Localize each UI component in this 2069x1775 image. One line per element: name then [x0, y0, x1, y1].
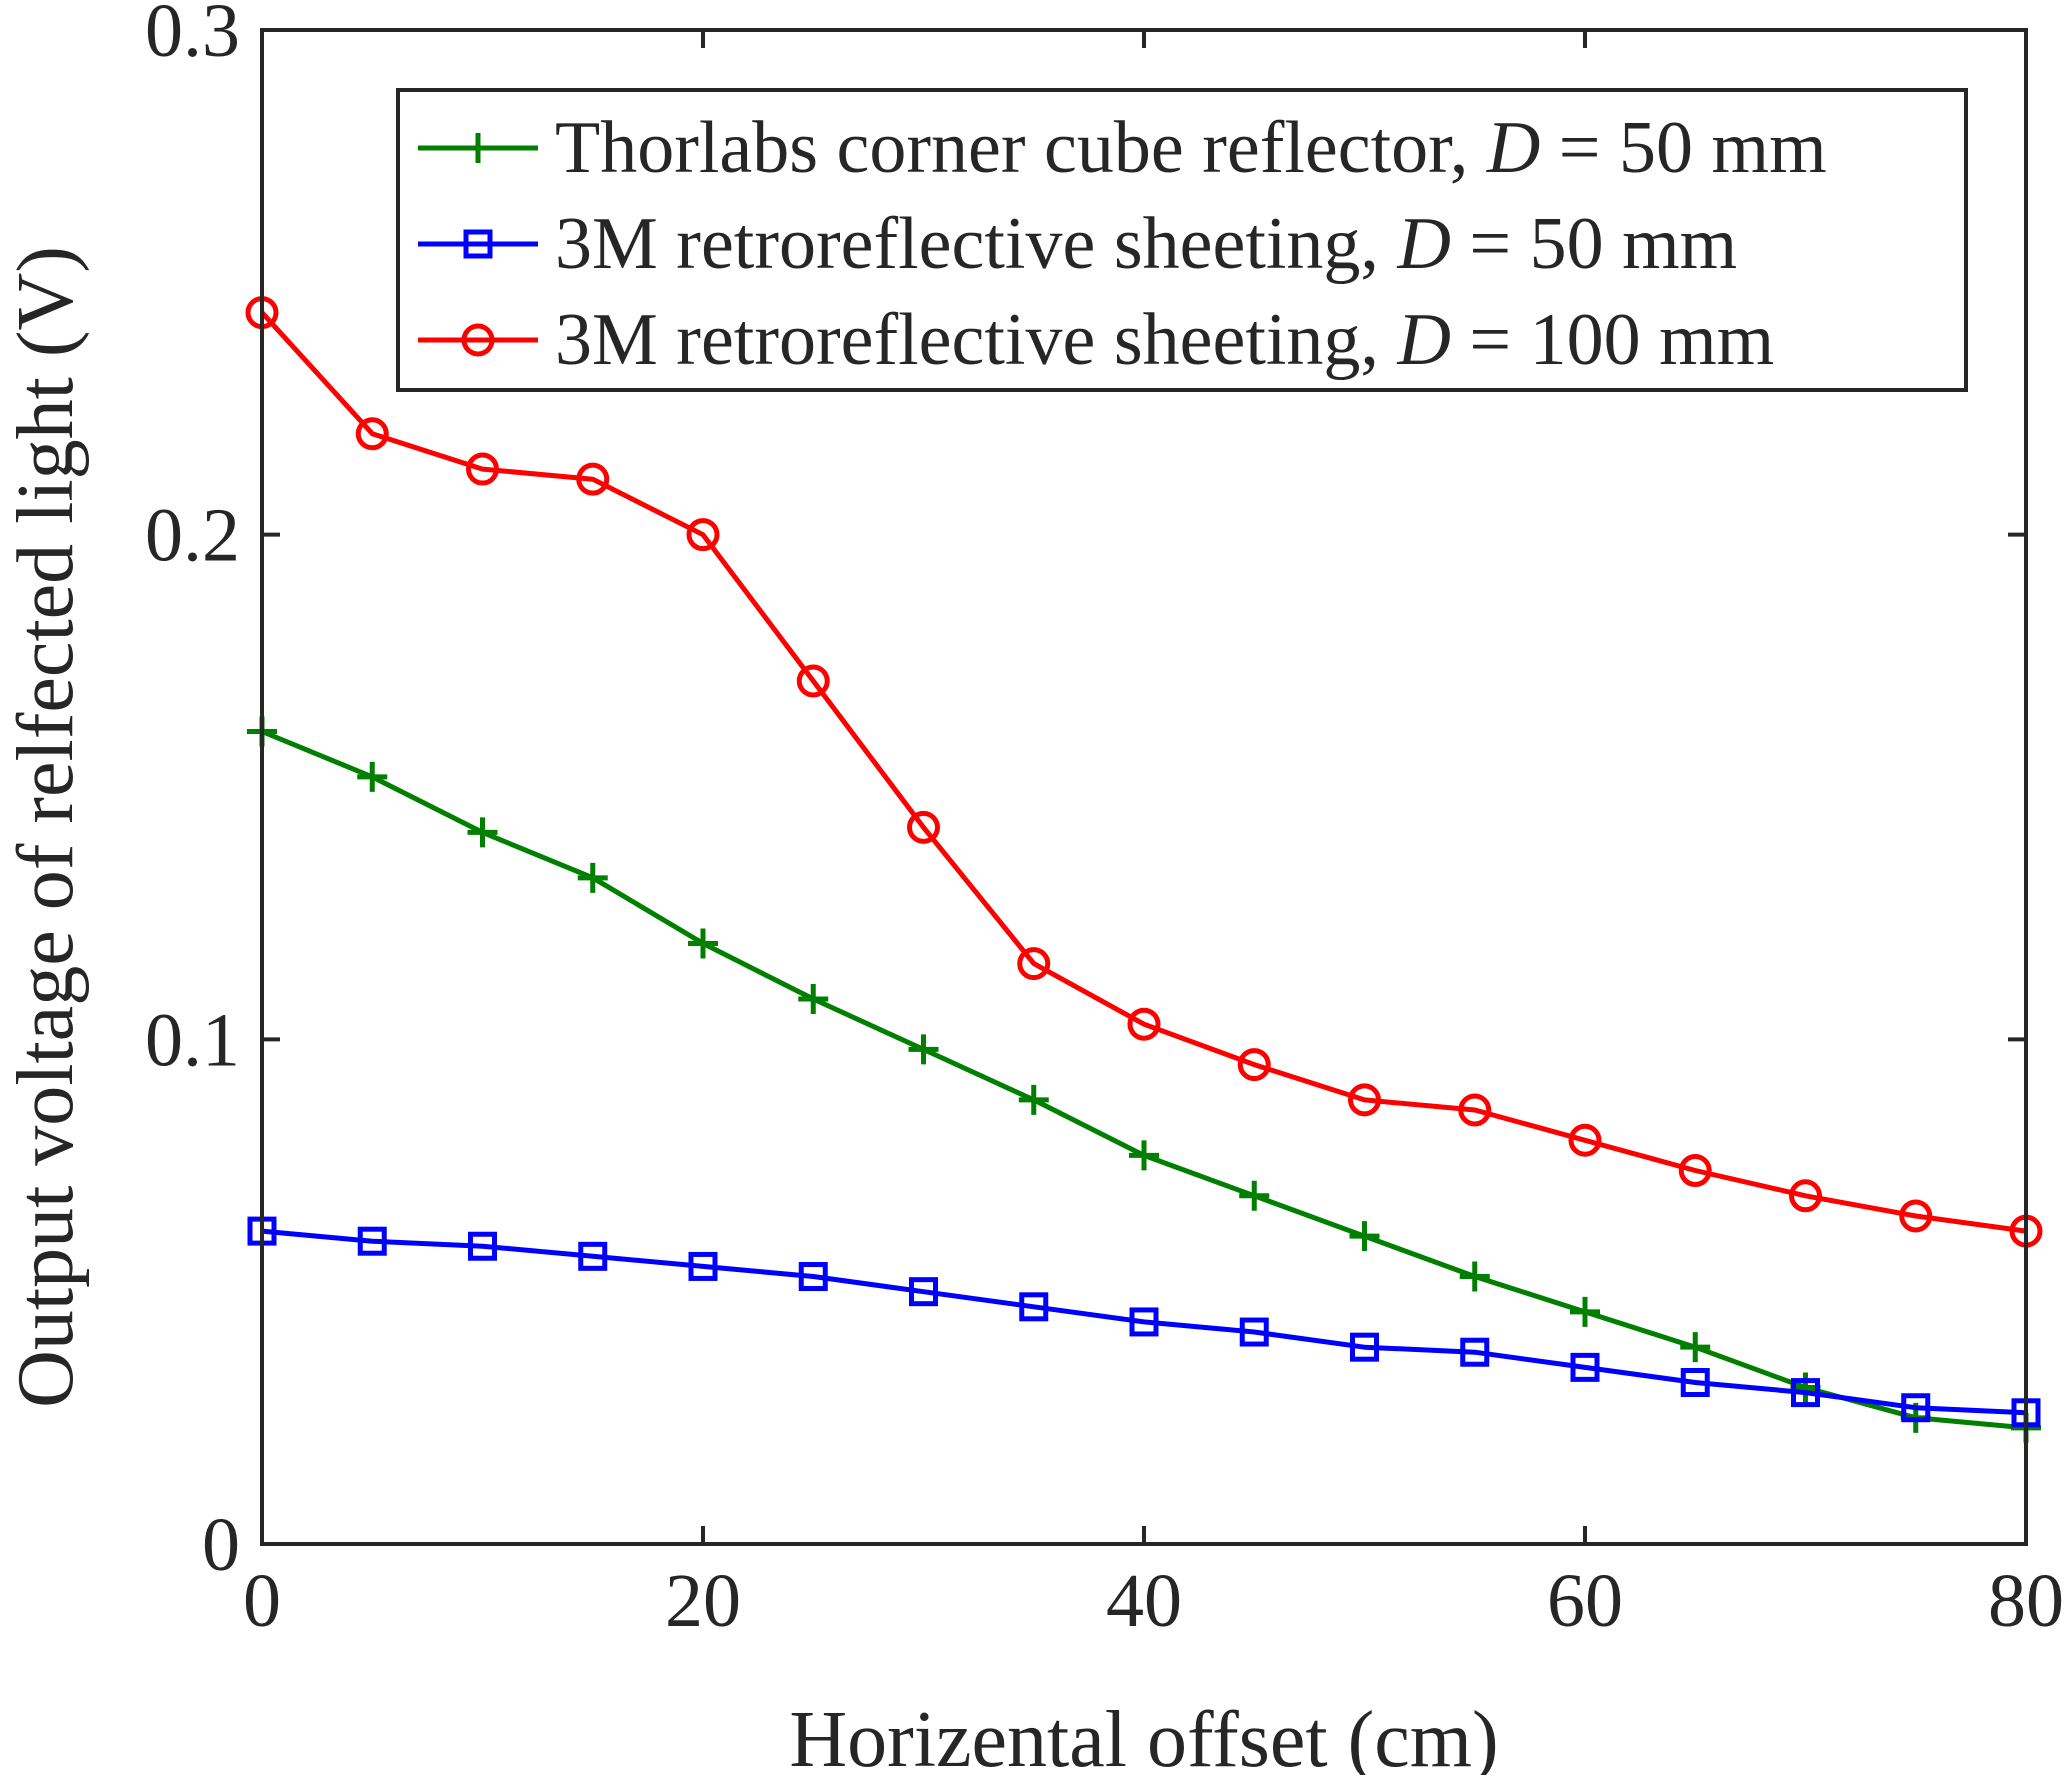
data-point — [798, 983, 829, 1014]
data-point — [1680, 1368, 1710, 1398]
y-tick-label: 0.2 — [145, 494, 240, 578]
data-point — [1239, 1180, 1270, 1211]
data-point — [1239, 1317, 1269, 1347]
data-point — [688, 928, 718, 959]
data-point — [1570, 1296, 1600, 1327]
legend-marker — [463, 133, 493, 163]
data-point — [357, 1226, 387, 1256]
data-point — [796, 664, 830, 698]
data-point — [466, 452, 499, 486]
legend-marker — [463, 229, 493, 259]
legend-label-variable: D — [1396, 299, 1450, 381]
data-point — [1901, 1393, 1931, 1423]
data-point — [1348, 1083, 1381, 1117]
y-axis-title: Output voltage of relfected light (V) — [2, 246, 90, 1408]
data-point — [1568, 1123, 1602, 1157]
data-point — [1127, 1007, 1161, 1041]
data-point — [577, 862, 608, 893]
data-point — [1019, 1292, 1049, 1322]
data-point — [1459, 1261, 1490, 1292]
data-point — [1017, 947, 1051, 981]
data-point — [907, 810, 940, 844]
data-point — [355, 417, 389, 451]
legend-label-suffix: = 50 mm — [1451, 203, 1737, 285]
legend-label-prefix: Thorlabs corner cube reflector, — [555, 107, 1487, 189]
legend-label-suffix: = 50 mm — [1540, 107, 1826, 189]
data-point — [578, 1241, 608, 1271]
data-point — [1789, 1179, 1822, 1213]
data-point — [1570, 1352, 1600, 1382]
y-tick-label: 0 — [202, 1503, 240, 1587]
data-point — [1349, 1221, 1380, 1252]
data-point — [686, 518, 720, 552]
x-tick-label: 20 — [665, 1559, 741, 1643]
x-tick-label: 0 — [243, 1559, 281, 1643]
data-point — [576, 462, 610, 496]
y-tick-label: 0.3 — [145, 0, 240, 73]
data-point — [1678, 1154, 1712, 1188]
legend-label-suffix: = 100 mm — [1451, 299, 1774, 381]
legend-label: 3M retroreflective sheeting, D = 100 mm — [555, 299, 1774, 381]
data-point — [798, 1262, 828, 1292]
x-tick-label: 80 — [1988, 1559, 2064, 1643]
series-layer — [245, 296, 2043, 1443]
data-point — [1460, 1337, 1490, 1367]
legend-label-prefix: 3M retroreflective sheeting, — [555, 299, 1397, 381]
legend-entry: Thorlabs corner cube reflector, D = 50 m… — [418, 107, 1827, 189]
x-axis-title: Horizental offset (cm) — [789, 1696, 1498, 1775]
data-point — [908, 1034, 939, 1065]
series-line — [261, 1228, 2027, 1416]
legend-label-variable: D — [1396, 203, 1450, 285]
legend-label-variable: D — [1486, 107, 1540, 189]
legend-marker — [461, 323, 495, 357]
legend-label-prefix: 3M retroreflective sheeting, — [555, 203, 1397, 285]
data-point — [1129, 1307, 1159, 1337]
legend-entry: 3M retroreflective sheeting, D = 100 mm — [418, 299, 1774, 381]
x-tick-label: 60 — [1547, 1559, 1623, 1643]
y-tick-label: 0.1 — [145, 998, 240, 1082]
legend-label: 3M retroreflective sheeting, D = 50 mm — [555, 203, 1737, 285]
data-point — [467, 817, 498, 848]
data-point — [1237, 1048, 1271, 1082]
data-point — [357, 761, 388, 792]
legend-box — [396, 88, 1968, 392]
data-point — [1899, 1199, 1933, 1233]
data-point — [1458, 1093, 1492, 1127]
data-point — [688, 1251, 718, 1281]
data-point — [1680, 1332, 1711, 1363]
data-point — [468, 1231, 497, 1261]
data-point — [909, 1277, 938, 1307]
x-tick-label: 40 — [1106, 1559, 1182, 1643]
series-2 — [247, 1216, 2041, 1428]
data-point — [1018, 1084, 1049, 1115]
series-line — [260, 310, 2027, 1234]
data-point — [1350, 1332, 1379, 1362]
legend-entry: 3M retroreflective sheeting, D = 50 mm — [418, 203, 1737, 285]
data-point — [1129, 1140, 1159, 1171]
ticks-layer: 0 20 40 60 80 0 0.1 0.2 0.3 — [145, 0, 2064, 1643]
legend-label: Thorlabs corner cube reflector, D = 50 m… — [555, 107, 1827, 189]
data-point — [1791, 1378, 1820, 1408]
legend: Thorlabs corner cube reflector, D = 50 m… — [396, 88, 1968, 392]
series-3 — [245, 296, 2043, 1248]
